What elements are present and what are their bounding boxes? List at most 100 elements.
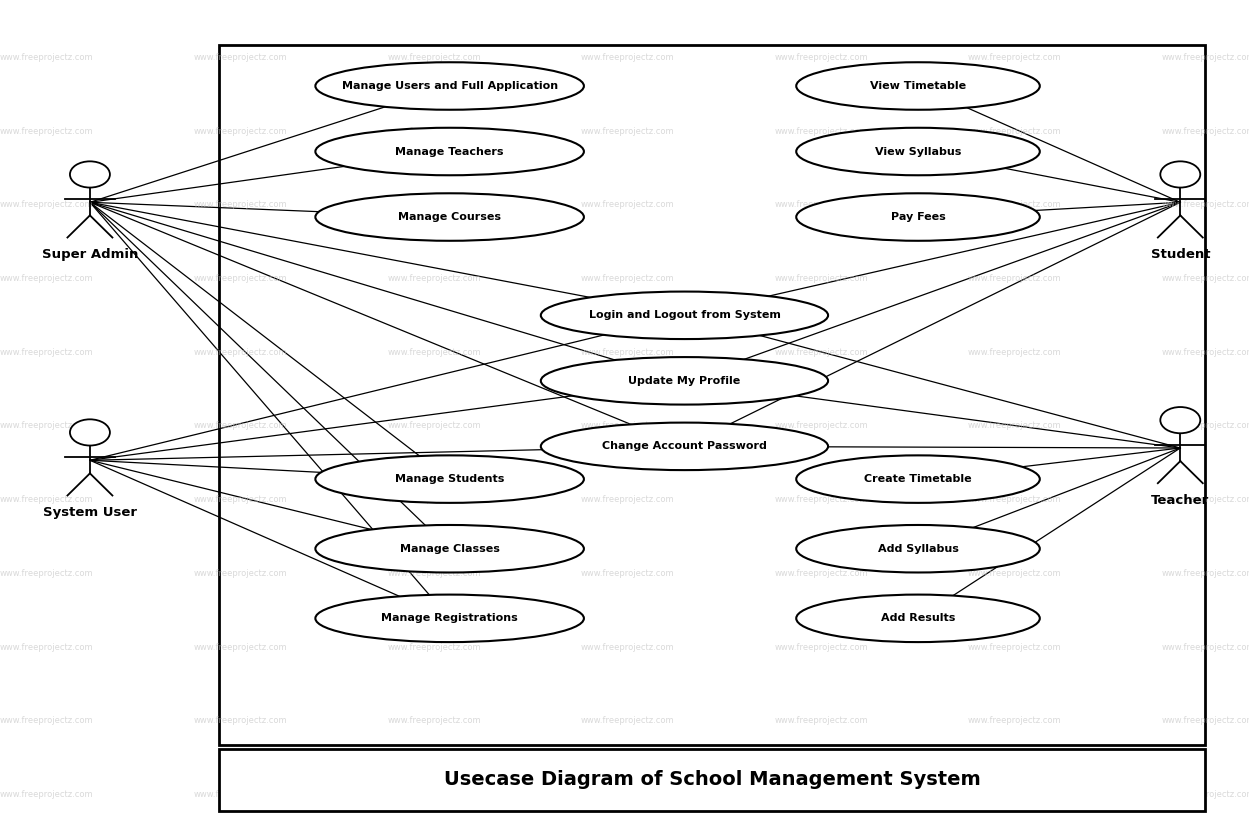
Text: Create Timetable: Create Timetable <box>864 474 972 484</box>
Ellipse shape <box>541 292 828 339</box>
Text: www.freeprojectz.com: www.freeprojectz.com <box>581 643 674 651</box>
Text: www.freeprojectz.com: www.freeprojectz.com <box>387 717 481 725</box>
Text: www.freeprojectz.com: www.freeprojectz.com <box>774 53 868 61</box>
Text: Pay Fees: Pay Fees <box>891 212 945 222</box>
Text: www.freeprojectz.com: www.freeprojectz.com <box>968 495 1062 504</box>
Text: www.freeprojectz.com: www.freeprojectz.com <box>0 422 94 430</box>
Text: Usecase Diagram of School Management System: Usecase Diagram of School Management Sys… <box>443 770 980 790</box>
Text: Manage Users and Full Application: Manage Users and Full Application <box>341 81 558 91</box>
Text: www.freeprojectz.com: www.freeprojectz.com <box>0 495 94 504</box>
Text: www.freeprojectz.com: www.freeprojectz.com <box>968 274 1062 283</box>
Ellipse shape <box>797 595 1039 642</box>
Text: www.freeprojectz.com: www.freeprojectz.com <box>387 422 481 430</box>
Text: www.freeprojectz.com: www.freeprojectz.com <box>387 201 481 209</box>
Text: www.freeprojectz.com: www.freeprojectz.com <box>0 53 94 61</box>
Text: www.freeprojectz.com: www.freeprojectz.com <box>387 495 481 504</box>
Text: www.freeprojectz.com: www.freeprojectz.com <box>581 422 674 430</box>
Text: www.freeprojectz.com: www.freeprojectz.com <box>387 274 481 283</box>
Text: Manage Courses: Manage Courses <box>398 212 501 222</box>
Text: www.freeprojectz.com: www.freeprojectz.com <box>194 569 287 577</box>
Text: www.freeprojectz.com: www.freeprojectz.com <box>387 348 481 356</box>
Ellipse shape <box>797 62 1039 110</box>
Text: www.freeprojectz.com: www.freeprojectz.com <box>774 643 868 651</box>
Ellipse shape <box>315 525 583 572</box>
Text: www.freeprojectz.com: www.freeprojectz.com <box>194 53 287 61</box>
Text: www.freeprojectz.com: www.freeprojectz.com <box>1162 274 1249 283</box>
Text: Update My Profile: Update My Profile <box>628 376 741 386</box>
Text: Add Results: Add Results <box>881 613 955 623</box>
Text: www.freeprojectz.com: www.freeprojectz.com <box>0 274 94 283</box>
Text: www.freeprojectz.com: www.freeprojectz.com <box>581 790 674 799</box>
Text: www.freeprojectz.com: www.freeprojectz.com <box>194 201 287 209</box>
Text: www.freeprojectz.com: www.freeprojectz.com <box>1162 643 1249 651</box>
Text: www.freeprojectz.com: www.freeprojectz.com <box>774 348 868 356</box>
Text: www.freeprojectz.com: www.freeprojectz.com <box>581 274 674 283</box>
Ellipse shape <box>797 128 1039 175</box>
Text: www.freeprojectz.com: www.freeprojectz.com <box>968 643 1062 651</box>
Text: www.freeprojectz.com: www.freeprojectz.com <box>774 274 868 283</box>
Text: www.freeprojectz.com: www.freeprojectz.com <box>1162 53 1249 61</box>
Text: www.freeprojectz.com: www.freeprojectz.com <box>194 495 287 504</box>
Text: www.freeprojectz.com: www.freeprojectz.com <box>194 274 287 283</box>
Text: www.freeprojectz.com: www.freeprojectz.com <box>968 127 1062 135</box>
Text: www.freeprojectz.com: www.freeprojectz.com <box>774 790 868 799</box>
Text: Manage Teachers: Manage Teachers <box>396 147 503 156</box>
Text: www.freeprojectz.com: www.freeprojectz.com <box>968 422 1062 430</box>
Circle shape <box>70 419 110 446</box>
Ellipse shape <box>797 193 1039 241</box>
Text: www.freeprojectz.com: www.freeprojectz.com <box>581 717 674 725</box>
Text: www.freeprojectz.com: www.freeprojectz.com <box>968 717 1062 725</box>
Text: www.freeprojectz.com: www.freeprojectz.com <box>0 201 94 209</box>
Circle shape <box>1160 407 1200 433</box>
Text: Super Admin: Super Admin <box>41 248 139 261</box>
Text: www.freeprojectz.com: www.freeprojectz.com <box>581 53 674 61</box>
Text: www.freeprojectz.com: www.freeprojectz.com <box>774 717 868 725</box>
Text: www.freeprojectz.com: www.freeprojectz.com <box>1162 569 1249 577</box>
Text: Change Account Password: Change Account Password <box>602 441 767 451</box>
Ellipse shape <box>315 455 583 503</box>
Ellipse shape <box>315 62 583 110</box>
Text: www.freeprojectz.com: www.freeprojectz.com <box>1162 717 1249 725</box>
Text: www.freeprojectz.com: www.freeprojectz.com <box>968 790 1062 799</box>
Text: www.freeprojectz.com: www.freeprojectz.com <box>387 790 481 799</box>
Text: www.freeprojectz.com: www.freeprojectz.com <box>968 348 1062 356</box>
Text: Teacher: Teacher <box>1152 494 1209 507</box>
Text: www.freeprojectz.com: www.freeprojectz.com <box>194 348 287 356</box>
Text: Login and Logout from System: Login and Logout from System <box>588 310 781 320</box>
Text: www.freeprojectz.com: www.freeprojectz.com <box>0 127 94 135</box>
Text: www.freeprojectz.com: www.freeprojectz.com <box>0 717 94 725</box>
FancyBboxPatch shape <box>219 749 1205 811</box>
Text: www.freeprojectz.com: www.freeprojectz.com <box>1162 422 1249 430</box>
Text: www.freeprojectz.com: www.freeprojectz.com <box>1162 201 1249 209</box>
Ellipse shape <box>315 193 583 241</box>
Text: www.freeprojectz.com: www.freeprojectz.com <box>968 569 1062 577</box>
Text: Student: Student <box>1150 248 1210 261</box>
Text: www.freeprojectz.com: www.freeprojectz.com <box>387 569 481 577</box>
Text: www.freeprojectz.com: www.freeprojectz.com <box>774 422 868 430</box>
Text: www.freeprojectz.com: www.freeprojectz.com <box>194 422 287 430</box>
Text: www.freeprojectz.com: www.freeprojectz.com <box>1162 495 1249 504</box>
Text: www.freeprojectz.com: www.freeprojectz.com <box>387 53 481 61</box>
Text: Add Syllabus: Add Syllabus <box>878 544 958 554</box>
Text: www.freeprojectz.com: www.freeprojectz.com <box>774 569 868 577</box>
Text: www.freeprojectz.com: www.freeprojectz.com <box>0 643 94 651</box>
Text: Manage Registrations: Manage Registrations <box>381 613 518 623</box>
Text: View Syllabus: View Syllabus <box>874 147 962 156</box>
Text: www.freeprojectz.com: www.freeprojectz.com <box>581 201 674 209</box>
Text: Manage Students: Manage Students <box>395 474 505 484</box>
Text: www.freeprojectz.com: www.freeprojectz.com <box>194 643 287 651</box>
Text: www.freeprojectz.com: www.freeprojectz.com <box>774 495 868 504</box>
Ellipse shape <box>797 525 1039 572</box>
Text: www.freeprojectz.com: www.freeprojectz.com <box>194 717 287 725</box>
Text: System User: System User <box>42 506 137 519</box>
Text: www.freeprojectz.com: www.freeprojectz.com <box>0 790 94 799</box>
Circle shape <box>70 161 110 188</box>
Text: www.freeprojectz.com: www.freeprojectz.com <box>1162 348 1249 356</box>
Text: www.freeprojectz.com: www.freeprojectz.com <box>194 127 287 135</box>
Text: www.freeprojectz.com: www.freeprojectz.com <box>0 348 94 356</box>
Text: www.freeprojectz.com: www.freeprojectz.com <box>1162 127 1249 135</box>
Text: www.freeprojectz.com: www.freeprojectz.com <box>581 495 674 504</box>
Ellipse shape <box>541 357 828 405</box>
Ellipse shape <box>315 128 583 175</box>
Text: Manage Classes: Manage Classes <box>400 544 500 554</box>
